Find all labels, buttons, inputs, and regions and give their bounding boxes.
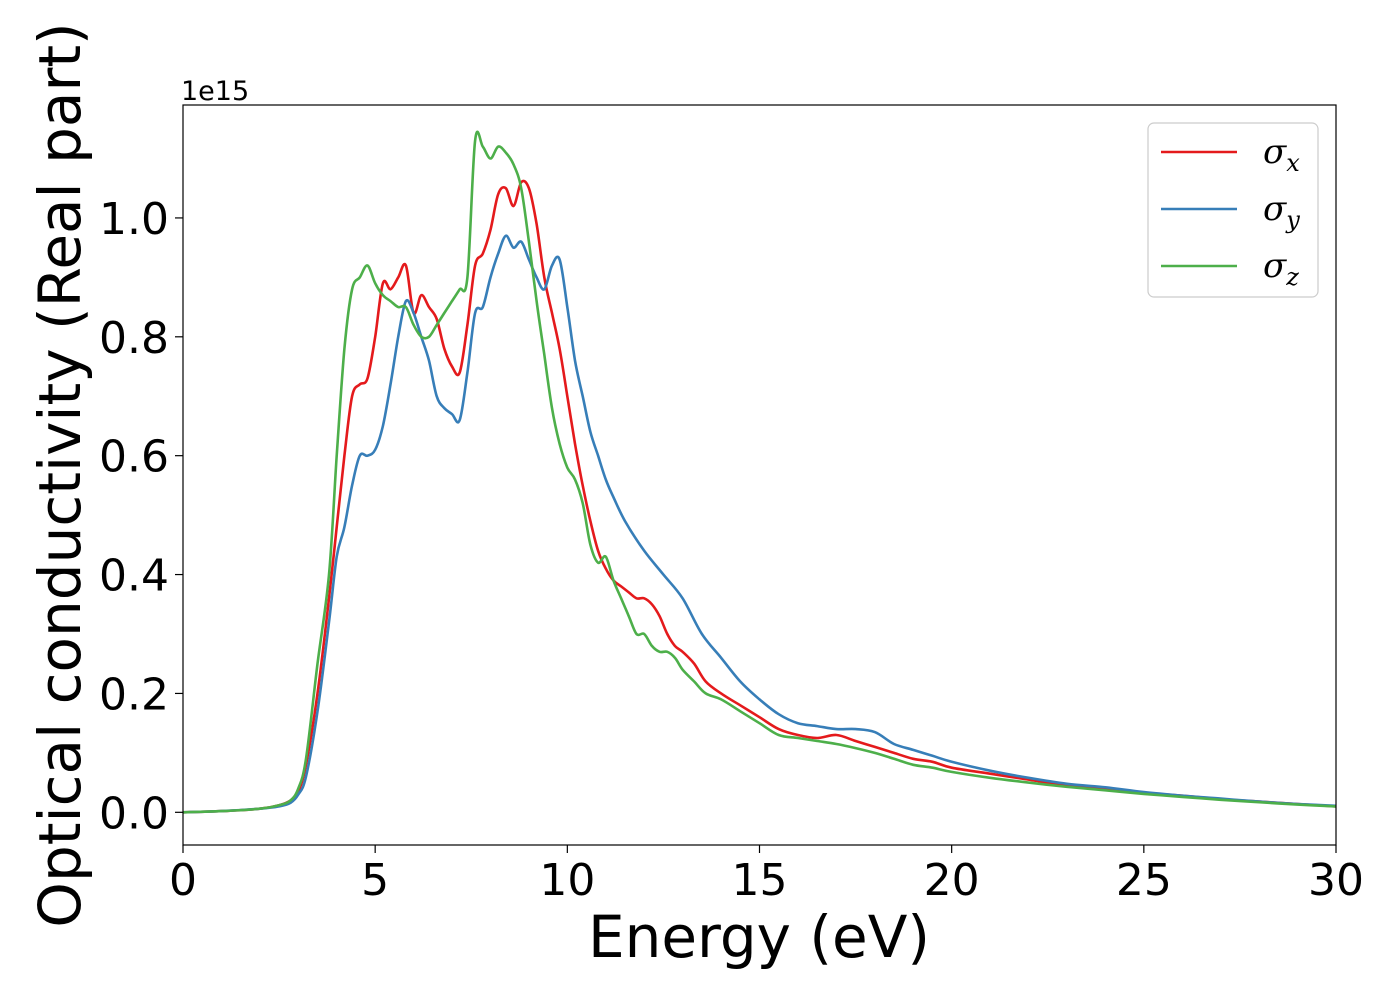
x-tick-label: 10 (539, 855, 595, 906)
x-tick-label: 20 (924, 855, 980, 906)
y-tick-label: 0.6 (99, 432, 169, 483)
legend-label-z: σz (1263, 246, 1299, 291)
legend-label-x: σx (1263, 132, 1300, 177)
legend-label-y: σy (1263, 189, 1300, 234)
x-tick-label: 30 (1308, 855, 1364, 906)
series-line-y (182, 234, 1337, 814)
series-layer (182, 130, 1337, 814)
plot-frame (182, 104, 1337, 846)
y-tick-label: 0.0 (99, 788, 169, 839)
y-axis-ticks: 0.0 0.2 0.4 0.6 0.8 1.0 (99, 194, 183, 839)
x-axis-label: Energy (eV) (588, 903, 930, 971)
plot-background (183, 105, 1336, 845)
x-tick-label: 0 (169, 855, 197, 906)
y-tick-label: 0.4 (99, 551, 169, 602)
x-tick-label: 25 (1116, 855, 1172, 906)
legend: σx σy σz (1147, 122, 1319, 298)
y-offset-label: 1e15 (181, 76, 249, 107)
x-tick-label: 15 (732, 855, 788, 906)
y-axis-label: Optical conductivity (Real part) (26, 22, 94, 927)
y-tick-label: 1.0 (99, 194, 169, 245)
series-line-z (182, 130, 1337, 814)
y-tick-label: 0.8 (99, 313, 169, 364)
x-tick-label: 5 (361, 855, 389, 906)
series-line-x (182, 179, 1337, 814)
y-tick-label: 0.2 (99, 669, 169, 720)
x-axis-ticks: 0 5 10 15 20 25 30 (169, 845, 1364, 906)
